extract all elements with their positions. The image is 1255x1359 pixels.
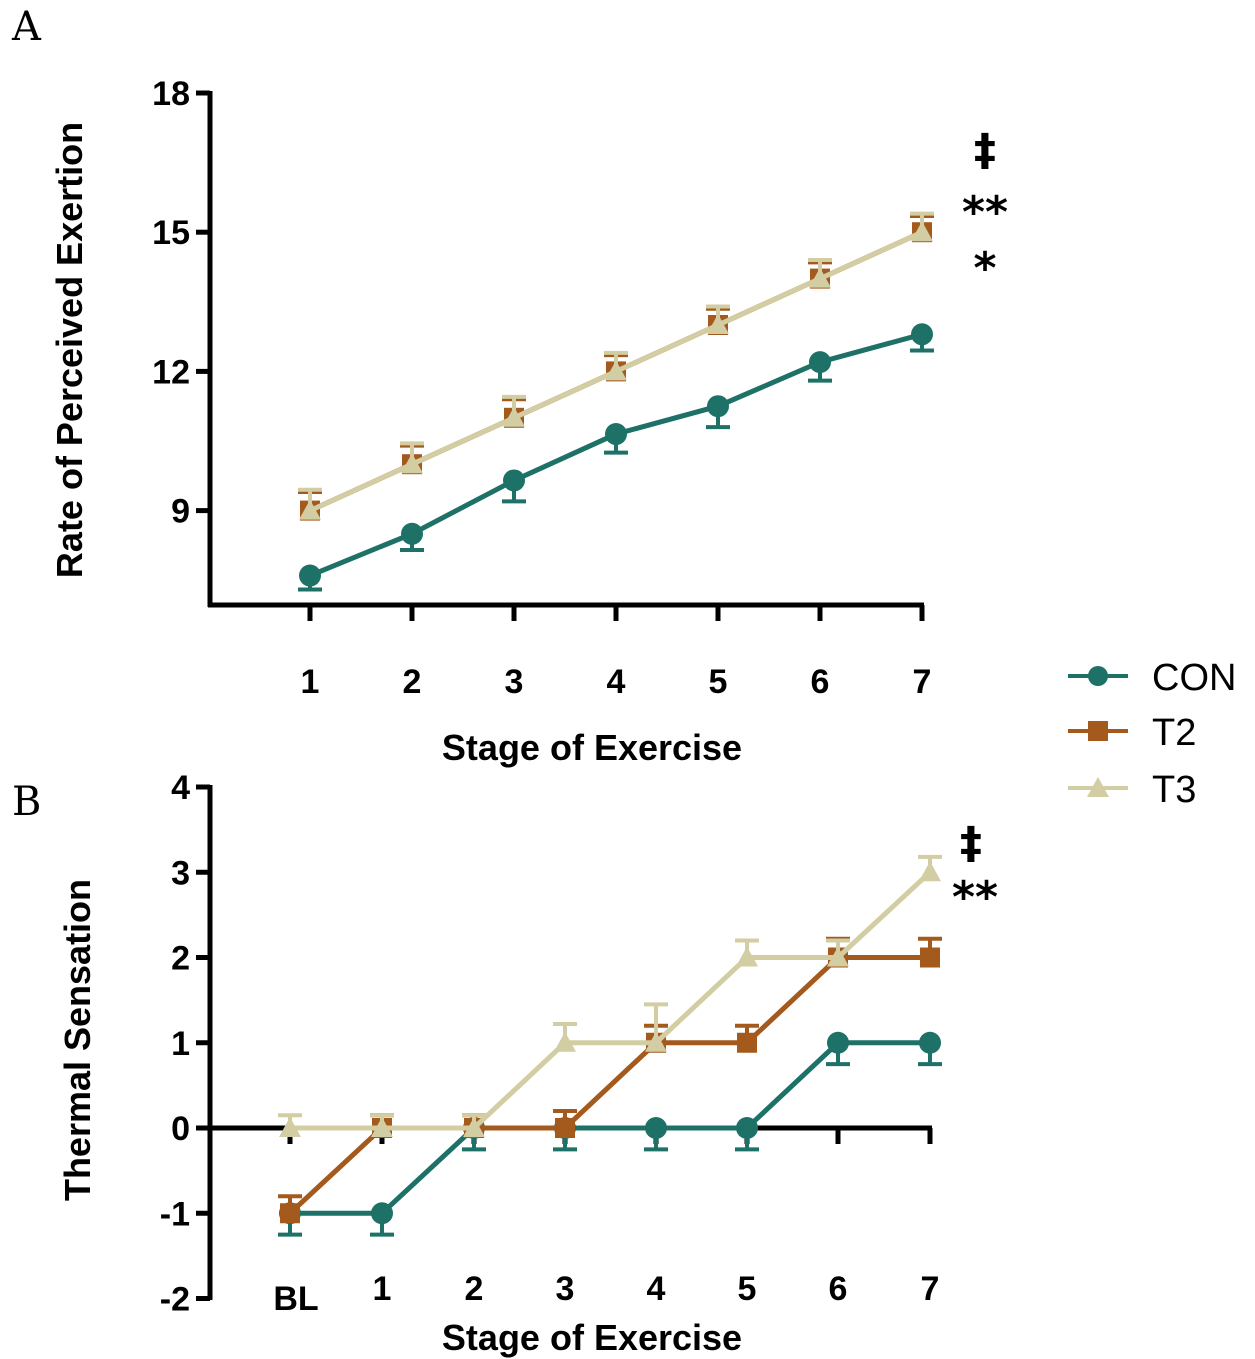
chart-b-series-t3 [278,854,942,1137]
chart-a-point-con [605,423,627,446]
legend-item-t2: T2 [1068,712,1196,754]
chart-a-point-t3 [605,360,627,381]
legend-t2-label: T2 [1152,712,1196,754]
chart-a-point-con [707,395,729,418]
chart-a-y-tick-label: 18 [152,75,190,113]
chart-b-point-con [371,1202,393,1225]
chart-b-point-con [827,1031,849,1054]
chart-b-y-tick-label: 1 [171,1025,190,1063]
legend-con-label: CON [1152,657,1236,699]
chart-b-significance-mark: ** [952,872,998,923]
chart-b-x-tick-label: 5 [738,1270,757,1308]
chart-b-point-t2 [555,1118,575,1138]
chart-b-point-t3 [279,1117,301,1137]
chart-a-significance-mark: * [973,243,996,294]
chart-a-point-con [401,522,423,545]
chart-a-point-t3 [299,499,321,520]
chart-a-x-tick-label: 1 [301,663,320,701]
chart-b-point-con [645,1117,667,1139]
chart-b-y-tick-label: 4 [171,769,190,807]
chart-a-x-tick-label: 7 [913,663,932,701]
chart-b-y-tick-label: 0 [171,1110,190,1148]
chart-b-x-tick-label: 7 [921,1270,940,1308]
legend-item-t3: T3 [1068,769,1196,811]
chart-a-point-t3 [911,221,933,242]
chart-b-point-t3 [827,946,849,967]
legend-t3-marker [1087,777,1109,797]
chart-b-point-con [736,1117,758,1139]
chart-b-x-tick-label: 2 [465,1270,484,1308]
panel-a-label: A [11,4,42,50]
chart-b-point-t3 [645,1031,667,1052]
chart-b-x-tick-label: 6 [829,1270,848,1308]
chart-a-x-tick-label: 2 [403,663,422,701]
chart-a-point-t3 [401,453,423,474]
chart-a-y-tick-label: 15 [152,214,190,252]
chart-b-point-t2 [920,947,940,968]
chart-b-y-axis-title: Thermal Sensation [57,879,98,1201]
chart-a-x-tick-label: 5 [709,663,728,701]
chart-b-series-t2 [278,936,942,1224]
chart-b: -2 -1 0 1 2 3 4 BL 1 2 3 4 5 6 7 Stage of Exercise Therm… [57,769,998,1358]
chart-b-significance-mark: ‡ [960,818,982,869]
chart-b-point-t3 [736,946,758,967]
chart-a-point-con [299,564,321,587]
chart-a-y-axis-title: Rate of Perceived Exertion [49,122,90,578]
chart-b-y-tick-label: 3 [171,854,190,892]
chart-b-x-axis-title: Stage of Exercise [442,1317,742,1358]
chart-b-x-tick-label: 3 [556,1270,575,1308]
chart-a-point-t3 [809,267,831,288]
chart-b-line-t3 [290,870,932,1131]
chart-a-point-con [911,323,933,346]
chart-b-point-t3 [371,1117,393,1137]
chart-b-point-t3 [554,1031,576,1052]
chart-a-x-tick-label: 6 [811,663,830,701]
chart-b-y-tick-label: 2 [171,940,190,978]
legend-t3-label: T3 [1152,769,1196,811]
chart-b-point-t3 [919,861,941,882]
chart-a-series-con [298,323,934,592]
chart-b-x-tick-label: BL [273,1280,318,1318]
chart-a-x-tick-label: 4 [607,663,626,701]
chart-a-y-tick-label: 12 [152,353,190,391]
chart-a-point-t3 [707,314,729,334]
chart-b-y-tick-label: -1 [160,1195,190,1233]
legend-con-marker [1088,666,1108,686]
chart-a-point-t3 [503,406,525,427]
chart-b-line-t2 [288,955,930,1216]
chart-a-significance-mark: ** [962,187,1008,238]
chart-a-significance-mark: ‡ [974,125,996,176]
legend-item-con: CON [1068,657,1236,699]
chart-a-x-tick-label: 3 [505,663,524,701]
chart-b-x-tick-label: 1 [373,1270,392,1308]
chart-a-point-con [809,351,831,374]
chart-a-y-tick-label: 9 [171,493,190,531]
legend: CON T2 T3 [1068,657,1236,811]
chart-b-point-t2 [737,1032,757,1053]
chart-b-y-tick-label: -2 [160,1281,190,1319]
chart-b-point-con [919,1031,941,1054]
chart-a-x-axis-title: Stage of Exercise [442,727,742,768]
chart-b-line-con [290,1040,930,1216]
panel-b-label: B [12,779,41,825]
chart-a-point-con [503,469,525,492]
chart-b-x-tick-label: 4 [647,1270,666,1308]
legend-t2-marker [1088,721,1108,741]
chart-b-point-t3 [463,1117,485,1137]
chart-b-point-t2 [280,1203,300,1224]
chart-a-series-t3 [298,211,934,520]
